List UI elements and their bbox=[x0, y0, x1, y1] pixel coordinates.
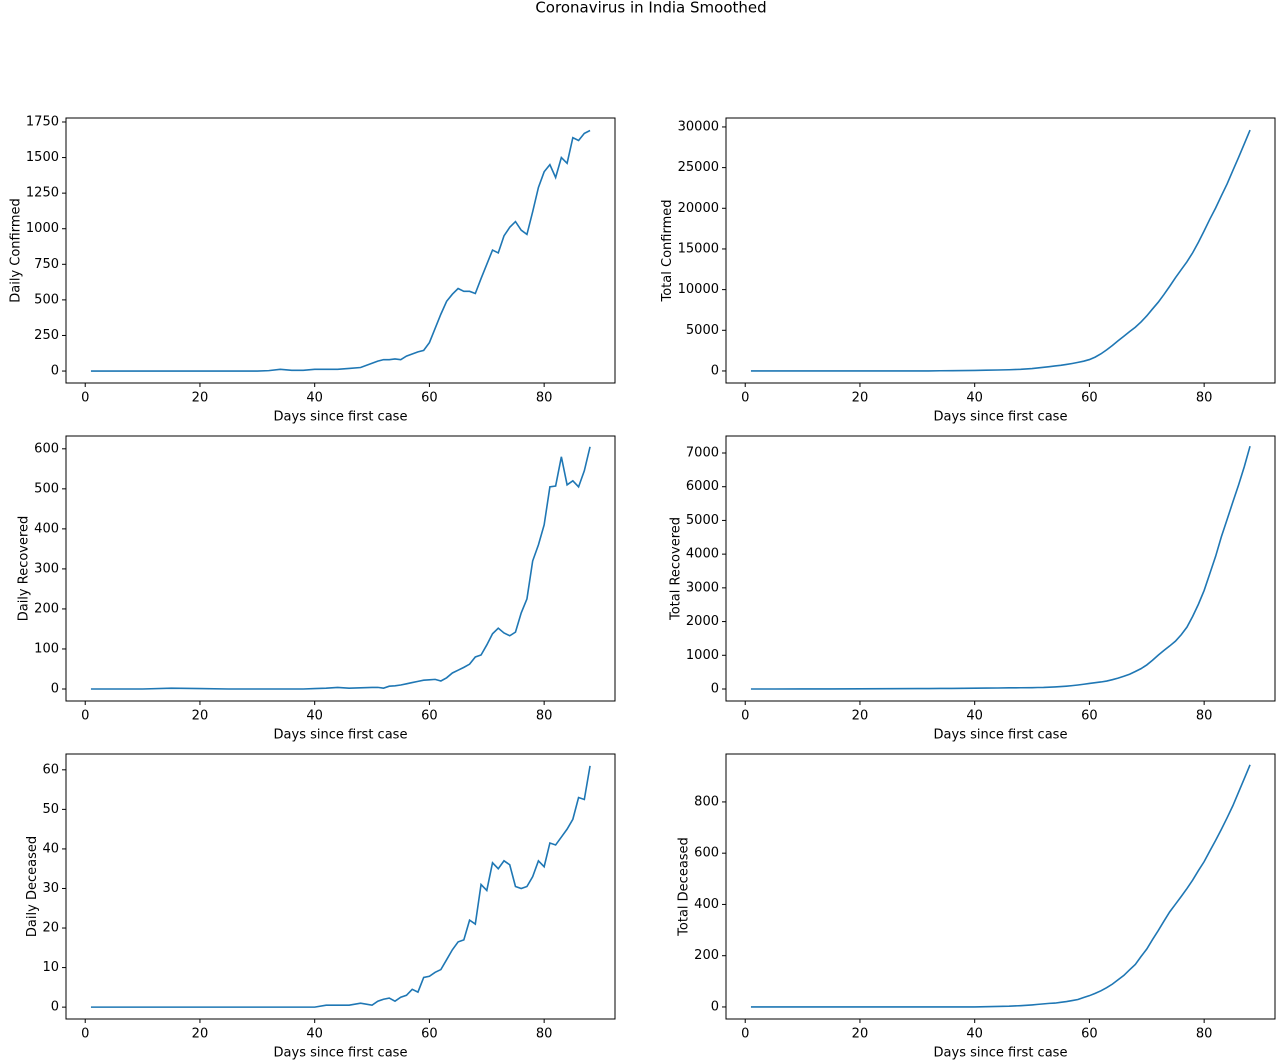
x-tick-label: 40 bbox=[966, 709, 983, 724]
y-tick-label: 10000 bbox=[678, 282, 719, 297]
x-tick-label: 80 bbox=[1196, 391, 1213, 406]
y-tick-label: 0 bbox=[51, 1000, 59, 1015]
axes-frame bbox=[65, 435, 616, 702]
x-axis-label: Days since first case bbox=[934, 410, 1068, 425]
y-tick-label: 3000 bbox=[686, 580, 719, 595]
y-tick-label: 300 bbox=[34, 561, 59, 576]
y-tick-label: 5000 bbox=[686, 513, 719, 528]
y-tick-label: 25000 bbox=[678, 160, 719, 175]
x-tick-label: 60 bbox=[421, 391, 438, 406]
x-tick-label: 20 bbox=[852, 391, 869, 406]
x-tick-label: 40 bbox=[306, 1027, 323, 1042]
y-tick-label: 400 bbox=[34, 521, 59, 536]
y-tick-label: 100 bbox=[34, 641, 59, 656]
y-tick-label: 1000 bbox=[26, 221, 59, 236]
y-tick-label: 60 bbox=[42, 762, 59, 777]
x-tick-label: 80 bbox=[1196, 1027, 1213, 1042]
y-axis-label: Daily Confirmed bbox=[8, 198, 23, 303]
y-tick-label: 20 bbox=[42, 921, 59, 936]
x-tick-label: 40 bbox=[966, 1027, 983, 1042]
y-tick-label: 800 bbox=[694, 794, 719, 809]
x-axis-label: Days since first case bbox=[274, 728, 408, 743]
y-tick-label: 0 bbox=[51, 364, 59, 379]
x-tick-label: 60 bbox=[1081, 709, 1098, 724]
y-axis-label: Total Deceased bbox=[677, 837, 692, 937]
x-axis-label: Days since first case bbox=[274, 1046, 408, 1061]
y-axis-label: Daily Recovered bbox=[17, 516, 32, 622]
x-tick-label: 60 bbox=[421, 709, 438, 724]
data-line bbox=[750, 129, 1251, 372]
y-tick-label: 0 bbox=[711, 681, 719, 696]
x-tick-label: 0 bbox=[741, 1027, 749, 1042]
y-tick-label: 500 bbox=[34, 481, 59, 496]
y-tick-label: 15000 bbox=[678, 241, 719, 256]
y-tick-label: 1250 bbox=[26, 186, 59, 201]
x-tick-label: 0 bbox=[741, 709, 749, 724]
y-tick-label: 5000 bbox=[686, 323, 719, 338]
data-line bbox=[90, 765, 591, 1008]
x-tick-label: 60 bbox=[1081, 391, 1098, 406]
y-tick-label: 0 bbox=[711, 363, 719, 378]
x-tick-label: 60 bbox=[421, 1027, 438, 1042]
y-tick-label: 20000 bbox=[678, 201, 719, 216]
y-tick-label: 500 bbox=[34, 292, 59, 307]
x-tick-label: 40 bbox=[306, 391, 323, 406]
axes-frame bbox=[725, 435, 1276, 702]
axes-frame bbox=[65, 753, 616, 1020]
y-tick-label: 750 bbox=[34, 257, 59, 272]
axes-frame bbox=[725, 753, 1276, 1020]
x-tick-label: 0 bbox=[741, 391, 749, 406]
x-tick-label: 0 bbox=[81, 391, 89, 406]
y-tick-label: 30000 bbox=[678, 119, 719, 134]
y-tick-label: 40 bbox=[42, 841, 59, 856]
x-tick-label: 20 bbox=[192, 1027, 209, 1042]
figure-title: Coronavirus in India Smoothed bbox=[535, 0, 766, 17]
x-tick-label: 0 bbox=[81, 709, 89, 724]
axes-frame bbox=[65, 117, 616, 384]
y-tick-label: 600 bbox=[694, 846, 719, 861]
x-tick-label: 40 bbox=[306, 709, 323, 724]
x-tick-label: 80 bbox=[1196, 709, 1213, 724]
x-tick-label: 20 bbox=[852, 709, 869, 724]
x-tick-label: 40 bbox=[966, 391, 983, 406]
x-tick-label: 20 bbox=[852, 1027, 869, 1042]
y-tick-label: 30 bbox=[42, 881, 59, 896]
y-tick-label: 50 bbox=[42, 802, 59, 817]
data-line bbox=[90, 129, 591, 372]
y-tick-label: 10 bbox=[42, 960, 59, 975]
x-tick-label: 80 bbox=[536, 709, 553, 724]
y-tick-label: 200 bbox=[34, 601, 59, 616]
data-line bbox=[750, 446, 1251, 690]
x-tick-label: 80 bbox=[536, 391, 553, 406]
x-axis-label: Days since first case bbox=[934, 1046, 1068, 1061]
x-axis-label: Days since first case bbox=[934, 728, 1068, 743]
data-line bbox=[90, 446, 591, 690]
y-tick-label: 7000 bbox=[686, 445, 719, 460]
y-tick-label: 0 bbox=[51, 681, 59, 696]
x-tick-label: 20 bbox=[192, 709, 209, 724]
x-axis-label: Days since first case bbox=[274, 410, 408, 425]
y-tick-label: 6000 bbox=[686, 479, 719, 494]
x-tick-label: 20 bbox=[192, 391, 209, 406]
x-tick-label: 0 bbox=[81, 1027, 89, 1042]
y-tick-label: 1500 bbox=[26, 150, 59, 165]
y-tick-label: 250 bbox=[34, 328, 59, 343]
x-tick-label: 80 bbox=[536, 1027, 553, 1042]
y-tick-label: 4000 bbox=[686, 547, 719, 562]
y-axis-label: Total Recovered bbox=[668, 517, 683, 621]
y-tick-label: 1750 bbox=[26, 114, 59, 129]
y-axis-label: Total Confirmed bbox=[660, 200, 675, 303]
y-tick-label: 200 bbox=[694, 948, 719, 963]
y-tick-label: 600 bbox=[34, 441, 59, 456]
x-tick-label: 60 bbox=[1081, 1027, 1098, 1042]
axes-frame bbox=[725, 117, 1276, 384]
y-axis-label: Daily Deceased bbox=[25, 836, 40, 937]
y-tick-label: 1000 bbox=[686, 648, 719, 663]
y-tick-label: 2000 bbox=[686, 614, 719, 629]
y-tick-label: 0 bbox=[711, 999, 719, 1014]
y-tick-label: 400 bbox=[694, 897, 719, 912]
data-line bbox=[750, 764, 1251, 1008]
